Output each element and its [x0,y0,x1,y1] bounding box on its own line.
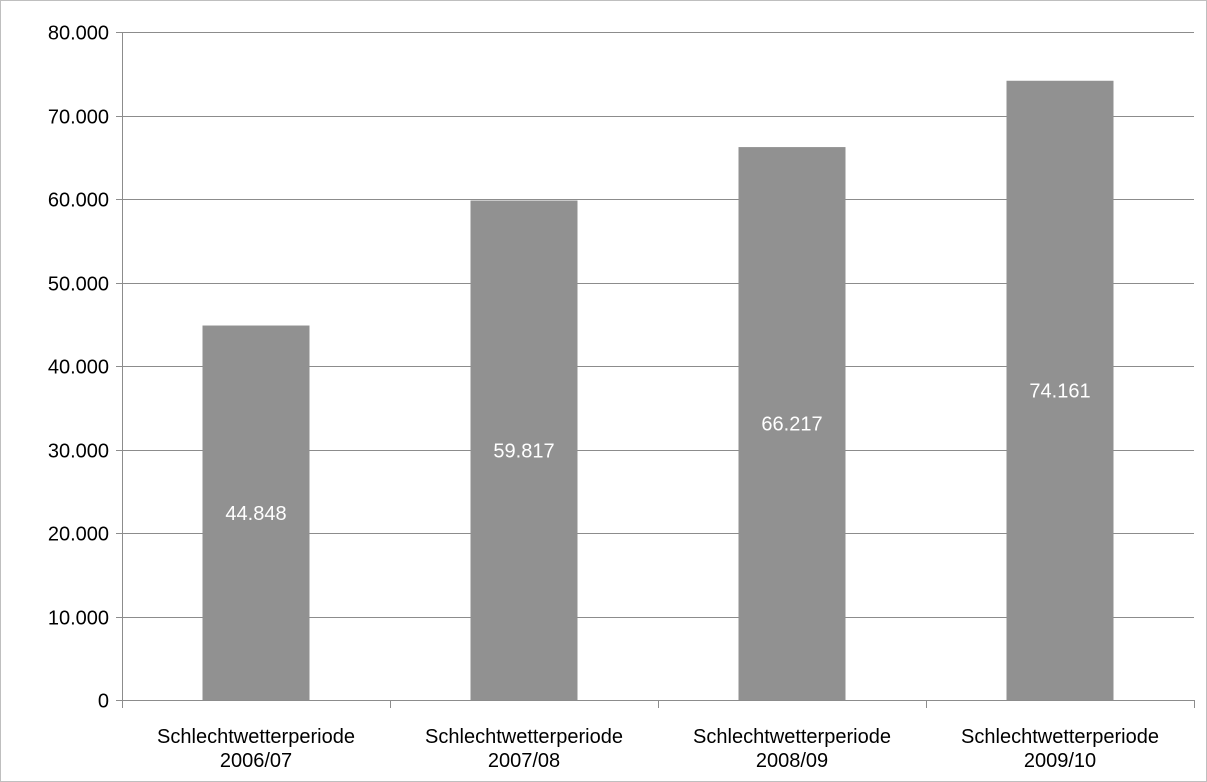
x-tick-label: 2007/08 [488,750,560,772]
y-tick-label: 80.000 [48,23,109,45]
x-tick-label: Schlechtwetterperiode [693,726,891,748]
data-label: 74.161 [1029,380,1090,402]
data-labels: 44.848 59.817 66.217 74.161 [225,380,1090,524]
x-tick-label: Schlechtwetterperiode [157,726,355,748]
axes [116,32,1195,708]
y-tick-label: 0 [98,691,109,713]
data-label: 44.848 [225,503,286,525]
x-tick-label: 2008/09 [756,750,828,772]
y-tick-label: 10.000 [48,608,109,630]
y-tick-label: 50.000 [48,274,109,296]
y-tick-label: 40.000 [48,357,109,379]
data-label: 59.817 [493,440,554,462]
y-tick-label: 60.000 [48,190,109,212]
x-tick-label: Schlechtwetterperiode [425,726,623,748]
x-tick-label: 2006/07 [220,750,292,772]
bar [1006,80,1114,700]
x-tick-labels: Schlechtwetterperiode2006/07Schlechtwett… [157,726,1159,772]
y-tick-label: 30.000 [48,441,109,463]
x-tick-label: 2009/10 [1024,750,1096,772]
y-tick-label: 20.000 [48,524,109,546]
y-tick-label: 70.000 [48,107,109,129]
bar [202,325,310,700]
data-label: 66.217 [761,414,822,436]
bars [202,80,1114,701]
x-tick-label: Schlechtwetterperiode [961,726,1159,748]
bar [738,147,846,701]
bar [470,200,578,700]
y-tick-labels: 0 10.000 20.000 30.000 40.000 50.000 60.000 70.… [48,23,109,713]
